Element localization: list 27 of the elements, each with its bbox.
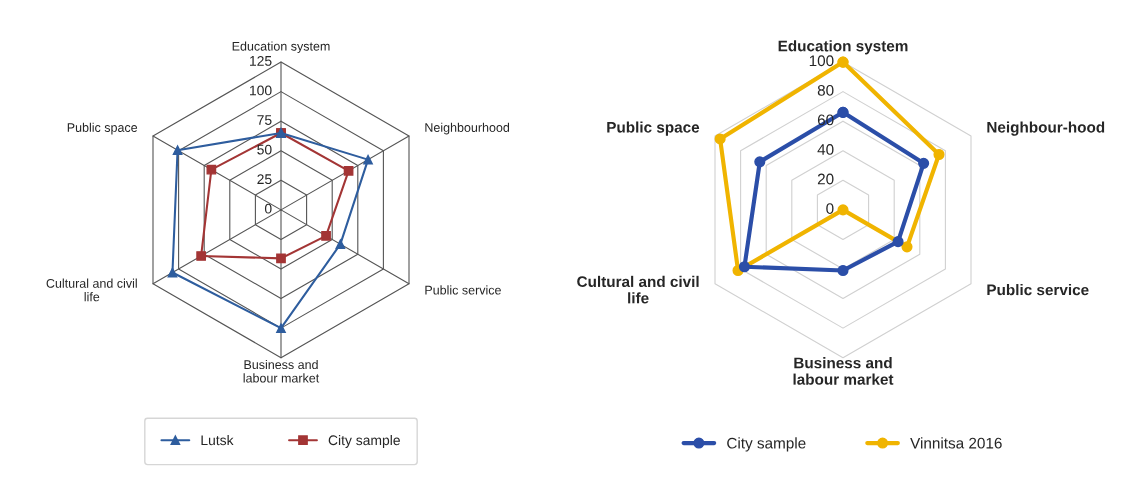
y-tick-label: 0: [264, 203, 272, 214]
spoke-label: Business and labour market: [793, 357, 894, 385]
spoke-label: Public space: [607, 121, 700, 136]
legend-label: Lutsk: [201, 434, 234, 446]
y-tick-label: 25: [257, 174, 272, 185]
spoke-label: Public space: [67, 122, 138, 135]
y-tick-label: 100: [250, 85, 272, 96]
legend-label: City sample: [727, 437, 806, 452]
spoke-label: Education system: [778, 40, 908, 55]
spoke-label: Neighbour-hood: [987, 121, 1105, 136]
spoke-label: Cultural and civil life: [577, 275, 699, 304]
spoke-label: Business and labour market: [243, 359, 320, 383]
spoke-label: Cultural and civil life: [46, 278, 137, 302]
spoke-label: Education system: [232, 41, 330, 54]
legend-label: City sample: [328, 434, 400, 448]
y-tick-label: 100: [809, 55, 834, 67]
y-tick-label: 50: [257, 144, 272, 155]
y-tick-label: 125: [250, 55, 272, 66]
y-tick-label: 80: [817, 84, 834, 96]
y-tick-label: 0: [826, 203, 834, 214]
y-tick-label: 40: [817, 144, 834, 155]
y-tick-label: 75: [257, 115, 272, 125]
y-tick-label: 20: [817, 173, 834, 185]
spoke-label: Public service: [987, 284, 1089, 296]
spoke-label: Public service: [425, 285, 501, 295]
legend-label: Vinnitsa 2016: [910, 437, 1002, 449]
spoke-label: Neighbourhood: [425, 122, 510, 135]
